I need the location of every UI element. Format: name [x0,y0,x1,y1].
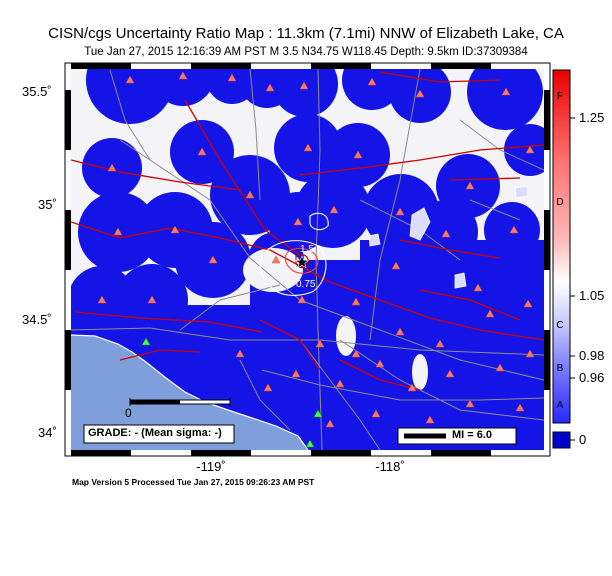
colorbar-letter: A [556,400,564,411]
epicenter-star [294,255,310,269]
colorbar-value: 0.98 [579,348,605,363]
colorbar-value: 0 [579,432,587,447]
frame-ruler [65,63,550,456]
lat-tick-label: 34.5˚ [22,312,52,327]
coastline [71,334,309,450]
colorbar-value: 1.05 [579,288,605,303]
grade-label: GRADE: - (Mean sigma: -) [88,427,222,439]
lat-tick-label: 34˚ [38,425,57,440]
lat-tick-label: 35˚ [38,197,57,212]
colorbar-zero-swatch [552,431,571,449]
mi-legend-label: MI = 6.0 [452,429,493,441]
lon-tick-label: -118˚ [375,459,405,474]
colorbar-letter: D [556,197,564,208]
uncertainty-contours [259,212,329,296]
colorbar-letter: B [556,363,564,374]
contour-label-high: 1.5 [300,244,314,255]
green-stations [141,337,323,448]
map-subtitle: Tue Jan 27, 2015 12:16:39 AM PST M 3.5 N… [84,46,528,58]
lakes [368,185,529,289]
scale-zero-label: 0 [125,406,132,420]
ocean [71,335,308,450]
colorbar [552,69,571,424]
map-version-footer: Map Version 5 Processed Tue Jan 27, 2015… [72,477,315,487]
grade-box [83,424,235,444]
lon-tick-label: -119˚ [196,459,226,474]
colorbar-letter: F [556,91,564,102]
colorbar-ticks [570,117,575,441]
mi-legend-box [397,427,517,445]
colorbar-letter: C [556,320,564,331]
colorbar-value: 1.25 [579,110,605,125]
contour-label-low: 0.75 [296,279,316,290]
colorbar-value: 0.96 [579,370,605,385]
seismic-stations [97,71,535,428]
lat-tick-label: 35.5˚ [22,84,52,99]
map-title: CISN/cgs Uncertainty Ratio Map : 11.3km … [48,25,564,42]
distance-scale-bar [129,398,231,406]
